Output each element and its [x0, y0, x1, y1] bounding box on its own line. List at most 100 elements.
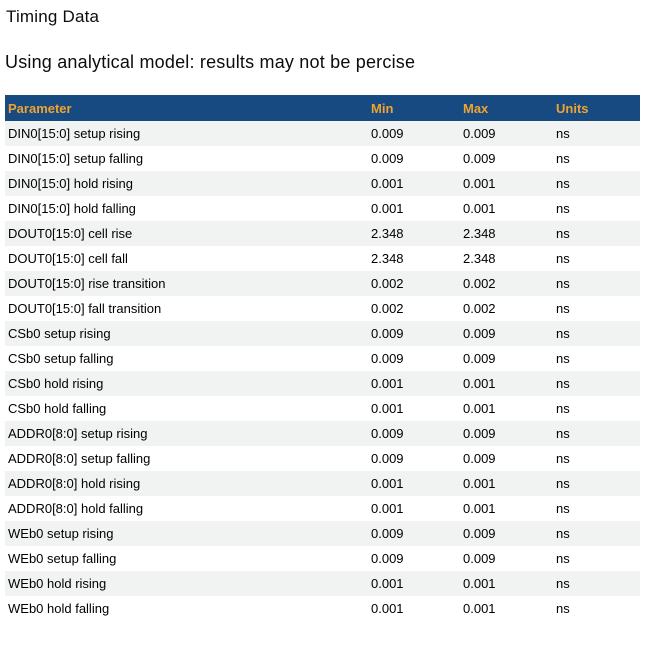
- cell-parameter: DOUT0[15:0] rise transition: [8, 276, 166, 291]
- cell-min: 0.001: [371, 476, 404, 491]
- cell-max: 0.009: [463, 126, 496, 141]
- cell-parameter: ADDR0[8:0] hold rising: [8, 476, 141, 491]
- cell-min: 0.001: [371, 201, 404, 216]
- cell-max: 0.002: [463, 276, 496, 291]
- cell-parameter: CSb0 hold rising: [8, 376, 104, 391]
- table-row: DOUT0[15:0] cell fall 2.348 2.348 ns: [5, 246, 640, 271]
- cell-max: 2.348: [463, 251, 496, 266]
- cell-max: 0.002: [463, 301, 496, 316]
- page-title: Timing Data: [6, 7, 100, 26]
- cell-min: 0.001: [371, 401, 404, 416]
- page-subtitle: Using analytical model: results may not …: [5, 52, 416, 72]
- table-row: CSb0 hold rising 0.001 0.001 ns: [5, 371, 640, 396]
- table-row: CSb0 hold falling 0.001 0.001 ns: [5, 396, 640, 421]
- cell-min: 0.002: [371, 276, 404, 291]
- cell-parameter: WEb0 hold falling: [8, 601, 110, 616]
- cell-min: 0.009: [371, 151, 404, 166]
- cell-units: ns: [556, 526, 570, 541]
- column-header-min: Min: [368, 95, 460, 121]
- cell-units: ns: [556, 401, 570, 416]
- table-row: DOUT0[15:0] cell rise 2.348 2.348 ns: [5, 221, 640, 246]
- cell-parameter: ADDR0[8:0] setup rising: [8, 426, 148, 441]
- cell-parameter: CSb0 setup rising: [8, 326, 111, 341]
- cell-max: 0.009: [463, 451, 496, 466]
- cell-parameter: WEb0 setup rising: [8, 526, 114, 541]
- cell-parameter: CSb0 setup falling: [8, 351, 114, 366]
- timing-table: Parameter Min Max Units DIN0[15:0] setup…: [5, 95, 640, 621]
- column-header-parameter: Parameter: [5, 95, 368, 121]
- cell-max: 0.001: [463, 501, 496, 516]
- table-row: ADDR0[8:0] hold falling 0.001 0.001 ns: [5, 496, 640, 521]
- cell-min: 0.009: [371, 426, 404, 441]
- cell-max: 0.009: [463, 151, 496, 166]
- cell-max: 0.001: [463, 201, 496, 216]
- cell-parameter: CSb0 hold falling: [8, 401, 107, 416]
- table-row: DIN0[15:0] setup falling 0.009 0.009 ns: [5, 146, 640, 171]
- cell-parameter: DIN0[15:0] hold rising: [8, 176, 134, 191]
- timing-report-page: { "page": { "title": "Timing Data", "sub…: [0, 6, 650, 652]
- cell-max: 0.009: [463, 426, 496, 441]
- cell-units: ns: [556, 326, 570, 341]
- cell-max: 0.001: [463, 401, 496, 416]
- cell-parameter: ADDR0[8:0] setup falling: [8, 451, 151, 466]
- cell-max: 0.009: [463, 526, 496, 541]
- cell-units: ns: [556, 501, 570, 516]
- cell-units: ns: [556, 351, 570, 366]
- cell-units: ns: [556, 476, 570, 491]
- table-row: WEb0 hold falling 0.001 0.001 ns: [5, 596, 640, 621]
- cell-min: 0.009: [371, 526, 404, 541]
- cell-units: ns: [556, 276, 570, 291]
- cell-units: ns: [556, 176, 570, 191]
- cell-max: 0.009: [463, 351, 496, 366]
- cell-min: 0.001: [371, 376, 404, 391]
- cell-min: 0.001: [371, 576, 404, 591]
- cell-parameter: DOUT0[15:0] cell rise: [8, 226, 133, 241]
- cell-min: 0.009: [371, 126, 404, 141]
- cell-parameter: WEb0 setup falling: [8, 551, 117, 566]
- cell-parameter: DOUT0[15:0] fall transition: [8, 301, 162, 316]
- table-row: ADDR0[8:0] setup falling 0.009 0.009 ns: [5, 446, 640, 471]
- cell-max: 0.001: [463, 176, 496, 191]
- table-row: DOUT0[15:0] fall transition 0.002 0.002 ns: [5, 296, 640, 321]
- cell-max: 0.001: [463, 601, 496, 616]
- table-row: ADDR0[8:0] hold rising 0.001 0.001 ns: [5, 471, 640, 496]
- table-row: CSb0 setup rising 0.009 0.009 ns: [5, 321, 640, 346]
- cell-units: ns: [556, 376, 570, 391]
- cell-units: ns: [556, 301, 570, 316]
- table-header-row: Parameter Min Max Units: [5, 95, 640, 121]
- cell-min: 0.009: [371, 351, 404, 366]
- cell-units: ns: [556, 451, 570, 466]
- cell-parameter: DIN0[15:0] setup falling: [8, 151, 144, 166]
- cell-units: ns: [556, 201, 570, 216]
- cell-min: 0.002: [371, 301, 404, 316]
- cell-parameter: ADDR0[8:0] hold falling: [8, 501, 144, 516]
- table-row: WEb0 setup rising 0.009 0.009 ns: [5, 521, 640, 546]
- cell-units: ns: [556, 601, 570, 616]
- cell-units: ns: [556, 151, 570, 166]
- cell-min: 0.009: [371, 326, 404, 341]
- cell-min: 0.009: [371, 551, 404, 566]
- cell-min: 0.009: [371, 451, 404, 466]
- cell-units: ns: [556, 251, 570, 266]
- cell-min: 2.348: [371, 251, 404, 266]
- report: Timing Data Using analytical model: resu…: [0, 6, 650, 621]
- cell-max: 2.348: [463, 226, 496, 241]
- cell-units: ns: [556, 226, 570, 241]
- table-row: DIN0[15:0] hold rising 0.001 0.001 ns: [5, 171, 640, 196]
- cell-units: ns: [556, 576, 570, 591]
- cell-parameter: DIN0[15:0] hold falling: [8, 201, 136, 216]
- cell-max: 0.001: [463, 476, 496, 491]
- cell-units: ns: [556, 426, 570, 441]
- cell-units: ns: [556, 126, 570, 141]
- cell-max: 0.001: [463, 576, 496, 591]
- table-row: DIN0[15:0] hold falling 0.001 0.001 ns: [5, 196, 640, 221]
- cell-min: 2.348: [371, 226, 404, 241]
- table-row: CSb0 setup falling 0.009 0.009 ns: [5, 346, 640, 371]
- column-header-max: Max: [460, 95, 553, 121]
- table-row: WEb0 hold rising 0.001 0.001 ns: [5, 571, 640, 596]
- cell-max: 0.009: [463, 551, 496, 566]
- cell-max: 0.001: [463, 376, 496, 391]
- cell-min: 0.001: [371, 601, 404, 616]
- column-header-units: Units: [553, 95, 640, 121]
- cell-min: 0.001: [371, 176, 404, 191]
